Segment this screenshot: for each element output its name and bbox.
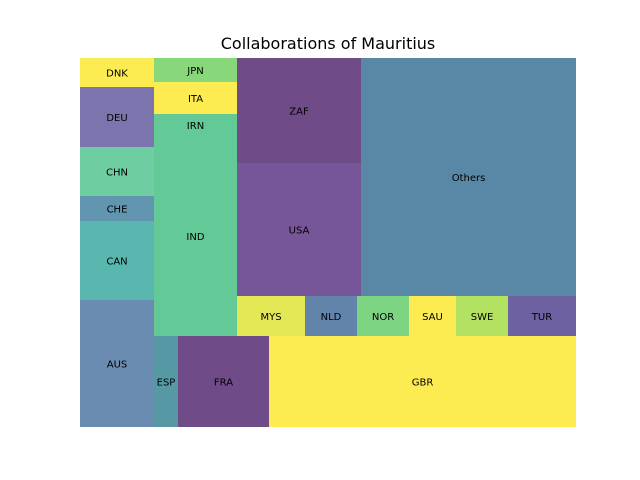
treemap-cell-nld: NLD	[305, 296, 357, 336]
treemap-cell-can: CAN	[80, 221, 154, 300]
treemap-label-deu: DEU	[106, 113, 127, 124]
treemap-cell-ita: ITA	[154, 82, 237, 114]
treemap-rect-nld	[305, 296, 357, 336]
treemap-label-nor: NOR	[372, 312, 394, 323]
treemap-cells: DNK DEU CHN CHE CAN AUS JPN ITA IRN IND ZAF USA Othe…	[80, 58, 576, 427]
treemap-label-che: CHE	[107, 205, 128, 216]
treemap-rect-deu	[80, 87, 154, 147]
treemap-rect-can	[80, 221, 154, 300]
treemap-label-jpn: JPN	[186, 66, 203, 77]
treemap-label-dnk: DNK	[106, 69, 128, 80]
treemap-label-tur: TUR	[531, 312, 552, 323]
treemap-label-ita: ITA	[188, 94, 203, 105]
treemap-label-aus: AUS	[107, 360, 128, 371]
treemap-rect-swe	[456, 296, 508, 336]
treemap-label-irn: IRN	[187, 121, 204, 132]
treemap-rect-mys	[237, 296, 305, 336]
treemap-cell-others: Others	[361, 58, 576, 296]
treemap-cell-irn: IRN	[154, 114, 237, 136]
treemap-cell-gbr: GBR	[269, 336, 576, 427]
treemap-cell-ind: IND	[154, 136, 237, 336]
treemap-rect-zaf	[237, 58, 361, 163]
treemap-rect-others	[361, 58, 576, 296]
treemap-cell-che: CHE	[80, 196, 154, 221]
treemap-rect-fra	[178, 336, 269, 427]
treemap-cell-jpn: JPN	[154, 58, 237, 82]
treemap-rect-usa	[237, 163, 361, 296]
treemap-cell-chn: CHN	[80, 147, 154, 196]
treemap-cell-aus: AUS	[80, 300, 154, 427]
treemap-label-esp: ESP	[157, 378, 176, 389]
treemap-rect-nor	[357, 296, 409, 336]
treemap-label-gbr: GBR	[412, 378, 434, 389]
treemap-rect-ita	[154, 82, 237, 114]
treemap-label-ind: IND	[186, 232, 204, 243]
treemap-cell-usa: USA	[237, 163, 361, 296]
treemap-label-fra: FRA	[214, 378, 233, 389]
treemap-label-swe: SWE	[471, 312, 494, 323]
chart-title: Collaborations of Mauritius	[221, 34, 436, 53]
treemap-cell-mys: MYS	[237, 296, 305, 336]
treemap-label-others: Others	[452, 173, 486, 184]
treemap-rect-irn	[154, 114, 237, 136]
treemap-cell-swe: SWE	[456, 296, 508, 336]
treemap-cell-sau: SAU	[409, 296, 456, 336]
treemap-rect-che	[80, 196, 154, 221]
treemap-rect-ind	[154, 136, 237, 336]
treemap-label-nld: NLD	[321, 312, 342, 323]
treemap-rect-jpn	[154, 58, 237, 82]
treemap-cell-nor: NOR	[357, 296, 409, 336]
treemap-rect-dnk	[80, 58, 154, 87]
treemap-label-sau: SAU	[422, 312, 443, 323]
treemap-cell-esp: ESP	[154, 336, 178, 427]
treemap-rect-chn	[80, 147, 154, 196]
treemap-label-mys: MYS	[260, 312, 281, 323]
treemap-label-can: CAN	[106, 257, 127, 268]
treemap-label-chn: CHN	[106, 168, 128, 179]
treemap-cell-deu: DEU	[80, 87, 154, 147]
treemap-rect-sau	[409, 296, 456, 336]
treemap-rect-aus	[80, 300, 154, 427]
treemap-rect-esp	[154, 336, 178, 427]
treemap-cell-zaf: ZAF	[237, 58, 361, 163]
treemap-cell-dnk: DNK	[80, 58, 154, 87]
treemap-cell-tur: TUR	[508, 296, 576, 336]
treemap-cell-fra: FRA	[178, 336, 269, 427]
treemap-rect-tur	[508, 296, 576, 336]
treemap-label-usa: USA	[289, 226, 310, 237]
treemap-rect-gbr	[269, 336, 576, 427]
treemap-label-zaf: ZAF	[289, 107, 309, 118]
